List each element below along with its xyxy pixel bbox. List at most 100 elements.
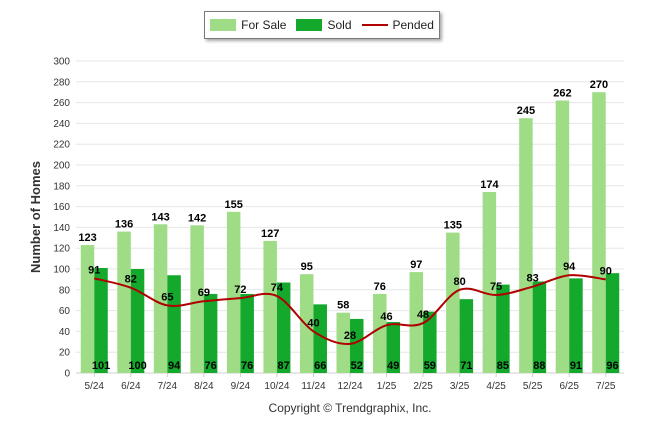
x-tick-label: 7/25 xyxy=(596,381,616,392)
data-label-for-sale: 58 xyxy=(337,300,349,312)
bar-sold xyxy=(496,284,510,373)
bar-sold xyxy=(167,275,181,373)
y-tick-label: 220 xyxy=(53,140,70,151)
y-tick-label: 120 xyxy=(53,244,70,255)
legend-item-sold: Sold xyxy=(296,18,352,32)
data-label-for-sale: 270 xyxy=(590,79,608,91)
copyright-text: Copyright © Trendgraphix, Inc. xyxy=(268,401,432,415)
data-label-pended: 48 xyxy=(417,309,429,321)
data-label-for-sale: 76 xyxy=(374,281,386,293)
data-label-pended: 91 xyxy=(88,264,100,276)
legend-swatch-sold xyxy=(296,19,323,31)
bar-sold xyxy=(130,269,145,373)
bar-for-sale xyxy=(117,231,131,373)
legend-swatch-for-sale xyxy=(210,19,237,31)
line-pended xyxy=(94,274,606,345)
data-label-for-sale: 143 xyxy=(151,211,169,223)
data-label-pended: 83 xyxy=(527,273,539,285)
data-label-sold: 101 xyxy=(92,360,110,372)
bar-for-sale xyxy=(409,272,424,373)
data-label-for-sale: 155 xyxy=(224,199,242,211)
data-label-sold: 76 xyxy=(204,360,216,372)
data-label-pended: 28 xyxy=(344,330,356,342)
y-tick-label: 160 xyxy=(53,202,70,213)
bar-for-sale xyxy=(299,274,314,373)
legend-label-for-sale: For Sale xyxy=(241,18,287,32)
bar-for-sale xyxy=(373,293,387,373)
y-tick-label: 300 xyxy=(53,57,70,68)
y-tick-label: 240 xyxy=(53,119,70,130)
data-label-for-sale: 97 xyxy=(410,259,422,271)
legend-label-sold: Sold xyxy=(327,18,352,32)
data-label-sold: 100 xyxy=(128,360,146,372)
bar-for-sale xyxy=(446,232,460,373)
x-tick-label: 10/24 xyxy=(264,381,289,392)
data-label-sold: 49 xyxy=(387,360,399,372)
bar-for-sale xyxy=(592,92,606,373)
bar-for-sale xyxy=(190,225,204,373)
data-label-sold: 96 xyxy=(606,360,618,372)
y-axis-title: Number of Homes xyxy=(28,161,43,273)
legend-item-pended: Pended xyxy=(361,18,434,32)
data-label-pended: 74 xyxy=(271,282,284,294)
chart-legend: For Sale Sold Pended xyxy=(204,11,440,39)
bar-for-sale xyxy=(153,224,168,373)
bar-sold xyxy=(423,311,437,373)
data-label-sold: 94 xyxy=(168,360,181,372)
data-label-for-sale: 142 xyxy=(188,212,206,224)
bar-sold xyxy=(313,304,327,373)
x-tick-label: 4/25 xyxy=(486,381,506,392)
y-tick-label: 20 xyxy=(59,348,71,359)
x-tick-label: 8/24 xyxy=(194,381,214,392)
x-tick-label: 2/25 xyxy=(413,381,433,392)
bar-sold xyxy=(240,293,254,373)
y-tick-label: 60 xyxy=(59,306,71,317)
data-label-pended: 65 xyxy=(161,291,173,303)
y-tick-label: 180 xyxy=(53,181,70,192)
bar-for-sale xyxy=(263,240,277,373)
data-label-for-sale: 135 xyxy=(444,220,462,232)
data-label-pended: 90 xyxy=(600,265,612,277)
data-label-sold: 52 xyxy=(351,360,363,372)
data-label-pended: 40 xyxy=(307,317,319,329)
y-tick-label: 100 xyxy=(53,265,70,276)
data-label-for-sale: 127 xyxy=(261,228,279,240)
y-tick-label: 200 xyxy=(53,161,70,172)
bar-sold xyxy=(459,299,474,373)
bar-sold xyxy=(386,322,401,373)
bar-sold xyxy=(203,293,218,373)
data-label-sold: 59 xyxy=(424,360,436,372)
y-tick-label: 140 xyxy=(53,223,70,234)
bar-sold xyxy=(350,318,364,373)
data-label-sold: 76 xyxy=(241,360,253,372)
x-tick-label: 5/24 xyxy=(85,381,105,392)
x-tick-label: 5/25 xyxy=(523,381,543,392)
data-label-sold: 66 xyxy=(314,360,326,372)
data-label-for-sale: 123 xyxy=(78,232,96,244)
data-label-sold: 85 xyxy=(497,360,509,372)
legend-label-pended: Pended xyxy=(392,18,434,32)
legend-swatch-pended xyxy=(361,24,388,26)
y-tick-label: 260 xyxy=(53,98,70,109)
legend-item-for-sale: For Sale xyxy=(210,18,286,32)
data-label-pended: 46 xyxy=(380,311,392,323)
bar-sold xyxy=(532,281,547,373)
y-tick-label: 0 xyxy=(64,369,70,380)
bar-sold xyxy=(94,267,108,373)
x-tick-label: 6/24 xyxy=(121,381,141,392)
data-label-sold: 71 xyxy=(460,360,472,372)
data-label-for-sale: 95 xyxy=(301,261,313,273)
data-label-sold: 87 xyxy=(278,360,290,372)
bar-sold xyxy=(569,278,583,373)
bar-for-sale xyxy=(519,118,533,373)
y-tick-label: 80 xyxy=(59,285,71,296)
data-label-pended: 94 xyxy=(563,261,576,273)
data-label-pended: 82 xyxy=(125,274,137,286)
bar-sold xyxy=(605,273,620,373)
data-label-sold: 91 xyxy=(570,360,582,372)
y-tick-label: 40 xyxy=(59,327,71,338)
bar-for-sale xyxy=(226,211,241,373)
x-tick-label: 11/24 xyxy=(301,381,326,392)
data-label-pended: 72 xyxy=(234,284,246,296)
x-tick-label: 7/24 xyxy=(158,381,178,392)
